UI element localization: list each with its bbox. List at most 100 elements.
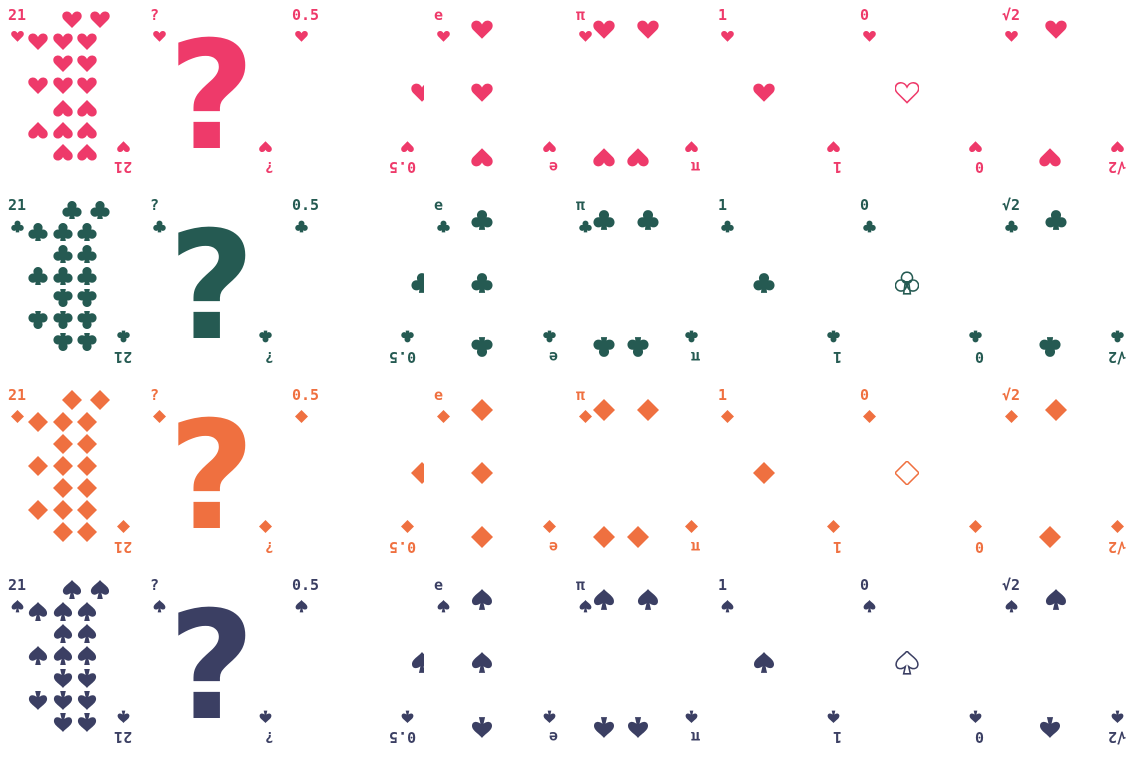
card-twentyone-hearts[interactable]: 21 21 bbox=[0, 0, 140, 182]
card-rank-top: 0.5 bbox=[292, 196, 320, 214]
card-root2-diamonds[interactable]: √2 √2 bbox=[994, 380, 1134, 562]
club-icon bbox=[720, 220, 734, 232]
card-question-spades[interactable]: ??? bbox=[142, 570, 282, 752]
heart-icon bbox=[77, 33, 97, 50]
spade-icon bbox=[637, 589, 659, 610]
card-root2-hearts[interactable]: √2 √2 bbox=[994, 0, 1134, 182]
card-question-clubs[interactable]: ??? bbox=[142, 190, 282, 372]
heart-icon bbox=[637, 20, 659, 39]
card-rank-top: 21 bbox=[8, 196, 27, 214]
card-rank-bottom: ? bbox=[264, 348, 274, 366]
card-rank-top: 0 bbox=[860, 196, 870, 214]
club-icon bbox=[28, 223, 48, 241]
diamond-icon bbox=[28, 412, 48, 432]
club-icon bbox=[77, 245, 97, 263]
diamond-icon bbox=[578, 409, 592, 423]
heart-icon bbox=[258, 140, 272, 152]
card-rank-bottom: 0 bbox=[974, 158, 984, 176]
club-icon bbox=[895, 271, 919, 295]
card-root2-spades[interactable]: √2 √2 bbox=[994, 570, 1134, 752]
club-icon bbox=[862, 220, 876, 232]
spade-icon bbox=[77, 646, 97, 665]
diamond-icon bbox=[77, 522, 97, 542]
heart-icon bbox=[471, 83, 493, 102]
spade-icon bbox=[969, 710, 981, 723]
heart-icon bbox=[895, 82, 919, 104]
heart-icon bbox=[1045, 20, 1067, 39]
card-question-hearts[interactable]: ??? bbox=[142, 0, 282, 182]
diamond-icon bbox=[53, 500, 73, 520]
card-rank-top: 21 bbox=[8, 6, 27, 24]
spade-icon bbox=[401, 710, 413, 723]
club-icon bbox=[77, 223, 97, 241]
club-icon bbox=[593, 337, 615, 357]
question-mark: ? bbox=[168, 580, 256, 752]
diamond-icon bbox=[53, 478, 73, 498]
spade-icon bbox=[827, 710, 839, 723]
diamond-icon bbox=[436, 409, 450, 423]
diamond-icon bbox=[862, 409, 876, 423]
diamond-icon bbox=[895, 461, 919, 485]
spade-icon bbox=[1039, 717, 1061, 738]
heart-icon bbox=[53, 122, 73, 139]
heart-icon bbox=[471, 20, 493, 39]
card-twentyone-clubs[interactable]: 21 21 bbox=[0, 190, 140, 372]
card-half-spades[interactable]: 0.5 0.5 bbox=[284, 570, 424, 752]
card-root2-clubs[interactable]: √2 √2 bbox=[994, 190, 1134, 372]
club-icon bbox=[471, 210, 493, 230]
spade-icon bbox=[437, 599, 449, 612]
club-icon bbox=[77, 333, 97, 351]
card-rank-top: 21 bbox=[8, 576, 27, 594]
spade-icon bbox=[28, 602, 48, 621]
spade-icon bbox=[579, 599, 591, 612]
heart-icon bbox=[593, 148, 615, 167]
spade-icon bbox=[153, 599, 165, 612]
diamond-icon bbox=[77, 500, 97, 520]
heart-icon bbox=[578, 30, 592, 42]
card-half-clubs[interactable]: 0.5 0.5 bbox=[284, 190, 424, 372]
club-icon bbox=[471, 273, 493, 293]
card-question-diamonds[interactable]: ??? bbox=[142, 380, 282, 562]
card-rank-bottom: 1 bbox=[832, 348, 842, 366]
diamond-icon bbox=[400, 519, 414, 533]
card-half-diamonds[interactable]: 0.5 0.5 bbox=[284, 380, 424, 562]
card-rank-bottom: 21 bbox=[113, 728, 132, 746]
card-twentyone-diamonds[interactable]: 21 21 bbox=[0, 380, 140, 562]
heart-icon bbox=[152, 30, 166, 42]
diamond-icon bbox=[411, 462, 424, 484]
diamond-icon bbox=[152, 409, 166, 423]
heart-icon bbox=[294, 30, 308, 42]
card-rank-bottom: 0 bbox=[974, 348, 984, 366]
card-rank-bottom: 1 bbox=[832, 158, 842, 176]
spade-icon bbox=[90, 580, 110, 599]
diamond-icon bbox=[10, 409, 24, 423]
spade-icon bbox=[53, 602, 73, 621]
spade-icon bbox=[543, 710, 555, 723]
diamond-icon bbox=[77, 478, 97, 498]
card-half-hearts[interactable]: 0.5 0.5 bbox=[284, 0, 424, 182]
card-rank-top: e bbox=[434, 6, 444, 24]
card-twentyone-spades[interactable]: 21 21 bbox=[0, 570, 140, 752]
spade-icon bbox=[28, 646, 48, 665]
club-icon bbox=[542, 330, 556, 342]
heart-icon bbox=[10, 30, 24, 42]
card-rank-top: e bbox=[434, 196, 444, 214]
spade-icon bbox=[77, 713, 97, 732]
club-icon bbox=[53, 245, 73, 263]
